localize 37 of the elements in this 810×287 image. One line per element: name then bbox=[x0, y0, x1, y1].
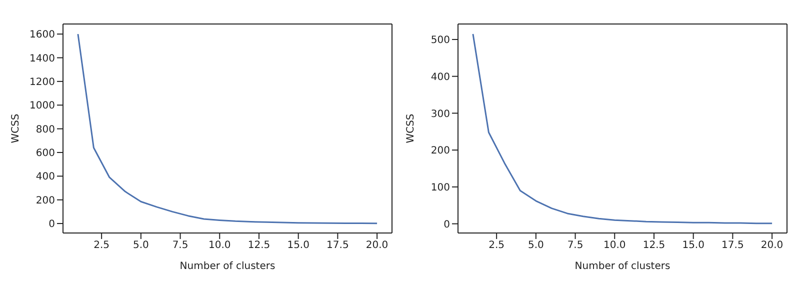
y-tick-label: 1400 bbox=[30, 53, 55, 64]
y-tick-label: 600 bbox=[36, 148, 55, 160]
x-tick-label: 2.5 bbox=[488, 240, 505, 252]
x-tick-label: 2.5 bbox=[94, 240, 110, 252]
y-tick-label: 800 bbox=[36, 124, 55, 136]
y-tick-label: 400 bbox=[430, 72, 450, 83]
x-tick-label: 20.0 bbox=[366, 240, 388, 252]
x-tick-label: 15.0 bbox=[682, 240, 704, 252]
y-tick-label: 300 bbox=[430, 108, 450, 120]
y-axis-title: WCSS bbox=[10, 114, 22, 144]
y-tick-label: 0 bbox=[48, 219, 55, 230]
x-tick-label: 17.5 bbox=[722, 240, 744, 252]
x-tick-label: 10.0 bbox=[603, 240, 626, 252]
x-tick-label: 5.0 bbox=[132, 240, 149, 252]
x-tick-label: 17.5 bbox=[326, 240, 349, 252]
y-tick-label: 200 bbox=[36, 195, 55, 206]
line-series bbox=[77, 33, 378, 224]
y-tick-label: 200 bbox=[430, 146, 450, 157]
y-tick-label: 1600 bbox=[30, 30, 55, 41]
x-axis-title: Number of clusters bbox=[574, 261, 670, 272]
y-axis-title: WCSS bbox=[406, 114, 417, 144]
x-tick-label: 7.5 bbox=[172, 240, 188, 252]
y-tick-label: 1200 bbox=[30, 76, 55, 88]
x-axis-title: Number of clusters bbox=[180, 261, 276, 272]
line-series bbox=[472, 33, 773, 224]
x-tick-label: 15.0 bbox=[287, 240, 310, 252]
x-tick-label: 12.5 bbox=[248, 240, 270, 252]
x-tick-label: 7.5 bbox=[567, 240, 584, 252]
x-tick-label: 10.0 bbox=[208, 240, 231, 252]
y-tick-label: 0 bbox=[444, 219, 450, 230]
y-tick-label: 400 bbox=[36, 172, 55, 183]
y-tick-label: 1000 bbox=[30, 100, 55, 112]
y-tick-label: 100 bbox=[430, 182, 450, 194]
x-tick-label: 5.0 bbox=[528, 240, 544, 252]
x-tick-label: 20.0 bbox=[760, 240, 784, 252]
x-tick-label: 12.5 bbox=[642, 240, 666, 252]
y-tick-label: 500 bbox=[430, 35, 450, 46]
